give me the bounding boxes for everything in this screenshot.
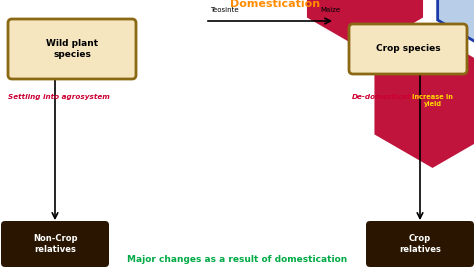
FancyBboxPatch shape [8,19,136,79]
Text: Maize: Maize [320,7,340,13]
Text: Increase in
yield: Increase in yield [412,94,453,107]
Polygon shape [438,0,474,56]
Polygon shape [306,0,424,52]
FancyBboxPatch shape [1,221,109,267]
Polygon shape [374,33,474,169]
Text: Domestication: Domestication [230,0,320,9]
Text: Major changes as a result of domestication: Major changes as a result of domesticati… [127,254,347,264]
FancyBboxPatch shape [366,221,474,267]
Text: Non-Crop
relatives: Non-Crop relatives [33,234,77,254]
FancyBboxPatch shape [349,24,467,74]
Text: Crop
relatives: Crop relatives [399,234,441,254]
Text: Wild plant
species: Wild plant species [46,39,98,59]
Text: Teosinte: Teosinte [210,7,238,13]
Text: Crop species: Crop species [376,44,440,54]
Text: De-domestication: De-domestication [352,94,424,100]
Text: Settling into agrosystem: Settling into agrosystem [8,94,110,100]
